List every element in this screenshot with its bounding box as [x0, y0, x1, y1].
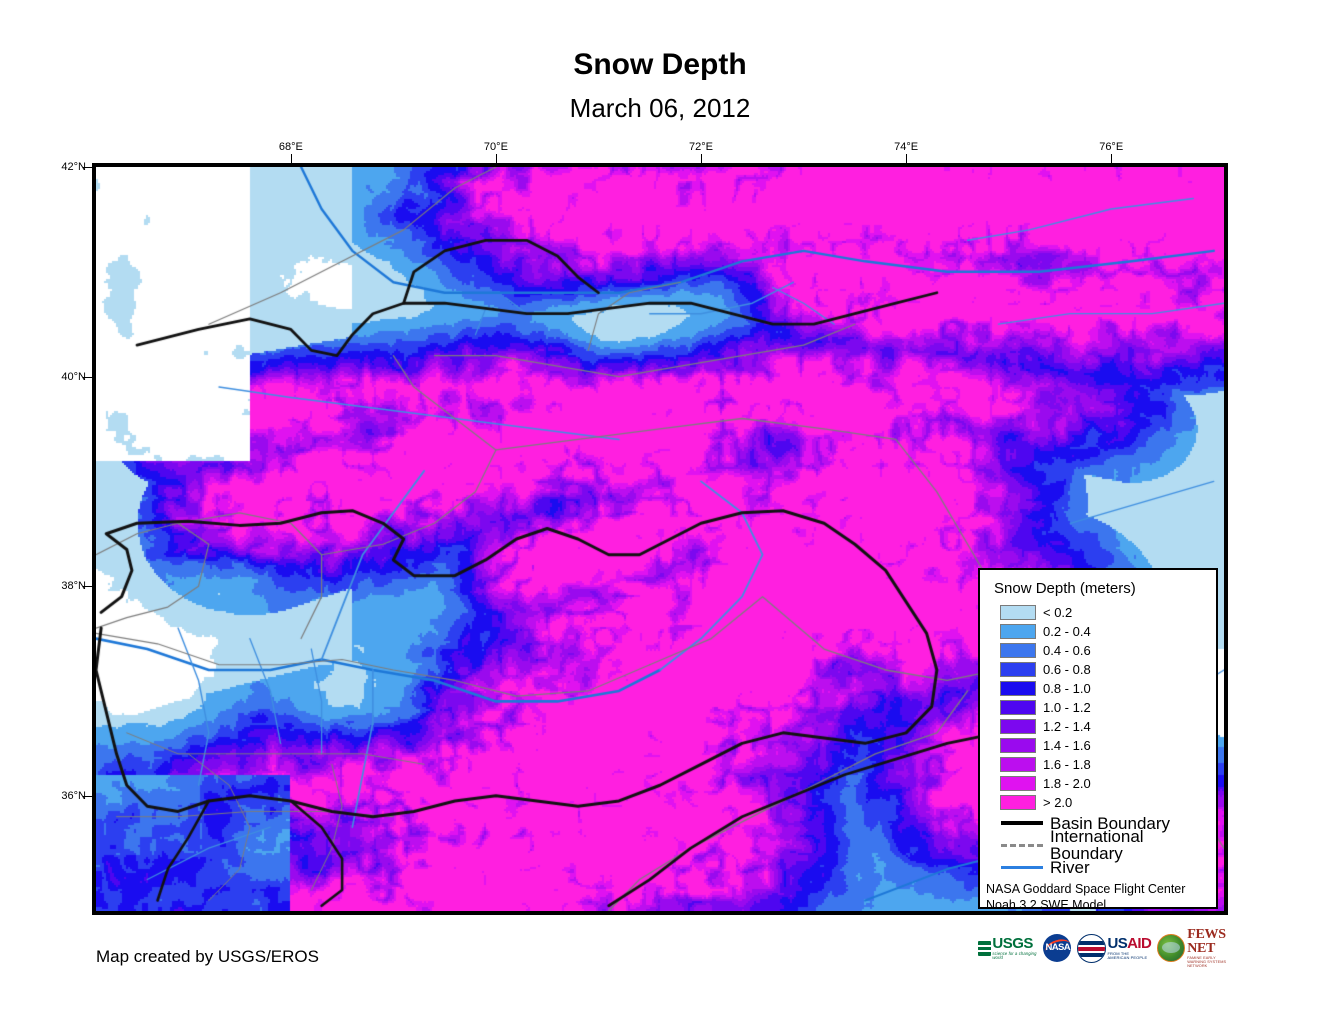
fewsnet-globe-icon: [1157, 934, 1186, 962]
legend-class-label: 0.2 - 0.4: [1043, 624, 1091, 639]
longitude-tick-mark: [290, 154, 292, 163]
legend-class-list: < 0.2 0.2 - 0.4 0.4 - 0.6 0.6 - 0.8 0.8 - 1.…: [980, 603, 1216, 812]
usaid-logo-tagline: FROM THE AMERICAN PEOPLE: [1107, 951, 1148, 960]
legend-class-row: 0.6 - 0.8: [1000, 660, 1216, 679]
fewsnet-logo-tagline: FAMINE EARLY WARNING SYSTEMS NETWORK: [1187, 956, 1227, 968]
legend-line-row-basin-boundary: Basin Boundary: [1000, 812, 1216, 834]
nasa-logo: NASA: [1042, 933, 1071, 963]
legend-panel: Snow Depth (meters) < 0.2 0.2 - 0.4 0.4 - …: [978, 568, 1218, 912]
usgs-logo: USGS science for a changing world: [978, 933, 1037, 963]
legend-line-row-river: River: [1000, 856, 1216, 878]
legend-class-label: > 2.0: [1043, 795, 1073, 810]
usgs-logo-tagline: science for a changing world: [992, 950, 1037, 960]
legend-color-swatch: [1000, 662, 1036, 677]
longitude-tick-label: 68°E: [278, 141, 303, 153]
map-frame[interactable]: [92, 163, 1228, 915]
usaid-seal-icon: [1076, 933, 1106, 963]
legend-class-label: < 0.2: [1043, 605, 1073, 620]
legend-color-swatch: [1000, 605, 1036, 620]
legend-class-row: 1.2 - 1.4: [1000, 717, 1216, 736]
legend-class-row: 1.8 - 2.0: [1000, 774, 1216, 793]
legend-color-swatch: [1000, 719, 1036, 734]
legend-line-list: Basin Boundary International Boundary Rive…: [980, 812, 1216, 878]
river-swatch: [1000, 865, 1044, 869]
legend-class-row: 0.8 - 1.0: [1000, 679, 1216, 698]
legend-class-row: < 0.2: [1000, 603, 1216, 622]
legend-color-swatch: [1000, 738, 1036, 753]
legend-class-label: 1.4 - 1.6: [1043, 738, 1091, 753]
legend-class-label: 1.0 - 1.2: [1043, 700, 1091, 715]
legend-color-swatch: [1000, 681, 1036, 696]
usgs-wave-icon: [978, 940, 992, 956]
latitude-tick-mark: [83, 376, 92, 378]
longitude-tick-label: 70°E: [483, 141, 508, 153]
map-credit: Map created by USGS/EROS: [96, 947, 319, 966]
latitude-tick-mark: [83, 795, 92, 797]
legend-class-label: 1.6 - 1.8: [1043, 757, 1091, 772]
legend-class-label: 0.8 - 1.0: [1043, 681, 1091, 696]
legend-class-row: 1.0 - 1.2: [1000, 698, 1216, 717]
legend-class-label: 0.4 - 0.6: [1043, 643, 1091, 658]
legend-line-label: International Boundary: [1050, 827, 1144, 863]
latitude-tick-label: 36°N: [61, 789, 86, 802]
latitude-tick-mark: [83, 586, 92, 588]
nasa-meatball-icon: NASA: [1042, 934, 1071, 962]
fewsnet-logo-text: FEWS NET: [1187, 926, 1226, 956]
legend-class-row: 1.4 - 1.6: [1000, 736, 1216, 755]
latitude-tick-label: 42°N: [61, 161, 86, 173]
usgs-logo-text: USGS: [992, 934, 1033, 952]
legend-color-swatch: [1000, 795, 1036, 810]
legend-class-label: 0.6 - 0.8: [1043, 662, 1091, 677]
legend-title: Snow Depth (meters): [994, 580, 1136, 597]
legend-class-row: > 2.0: [1000, 793, 1216, 812]
longitude-tick-label: 72°E: [689, 141, 714, 153]
legend-line-label: Basin Boundary: [1050, 813, 1171, 833]
legend-class-row: 0.2 - 0.4: [1000, 622, 1216, 641]
latitude-tick-label: 40°N: [61, 370, 86, 383]
longitude-tick-label: 76°E: [1099, 141, 1124, 153]
page-subtitle: March 06, 2012: [569, 93, 751, 123]
basin-boundary-swatch: [1000, 821, 1044, 825]
usaid-logo-text: USAID: [1107, 935, 1152, 952]
legend-line-row-international-boundary: International Boundary: [1000, 828, 1216, 862]
page-title: Snow Depth: [573, 48, 747, 81]
nasa-logo-text: NASA: [1045, 942, 1071, 953]
usaid-logo: USAID FROM THE AMERICAN PEOPLE: [1076, 933, 1152, 963]
fewsnet-logo: FEWS NET FAMINE EARLY WARNING SYSTEMS NE…: [1157, 927, 1228, 968]
latitude-tick-mark: [83, 167, 92, 168]
international-boundary-swatch: [1000, 843, 1044, 847]
longitude-tick-mark: [906, 154, 908, 163]
legend-color-swatch: [1000, 757, 1036, 772]
legend-color-swatch: [1000, 624, 1036, 639]
legend-line-label: River: [1050, 857, 1090, 877]
legend-color-swatch: [1000, 776, 1036, 791]
legend-class-label: 1.2 - 1.4: [1043, 719, 1091, 734]
legend-class-row: 0.4 - 0.6: [1000, 641, 1216, 660]
logo-strip: USGS science for a changing world NASA U…: [978, 927, 1228, 968]
legend-source-line-2: Noah 3.2 SWE Model.: [986, 897, 1110, 912]
legend-class-label: 1.8 - 2.0: [1043, 776, 1091, 791]
legend-source: NASA Goddard Space Flight Center Noah 3.…: [986, 882, 1216, 913]
legend-color-swatch: [1000, 700, 1036, 715]
longitude-tick-label: 74°E: [894, 141, 919, 153]
legend-class-row: 1.6 - 1.8: [1000, 755, 1216, 774]
legend-source-line-1: NASA Goddard Space Flight Center: [986, 882, 1186, 896]
latitude-tick-label: 38°N: [61, 580, 86, 593]
longitude-tick-mark: [701, 154, 703, 163]
legend-color-swatch: [1000, 643, 1036, 658]
longitude-tick-mark: [495, 154, 497, 163]
longitude-tick-mark: [1111, 154, 1113, 163]
